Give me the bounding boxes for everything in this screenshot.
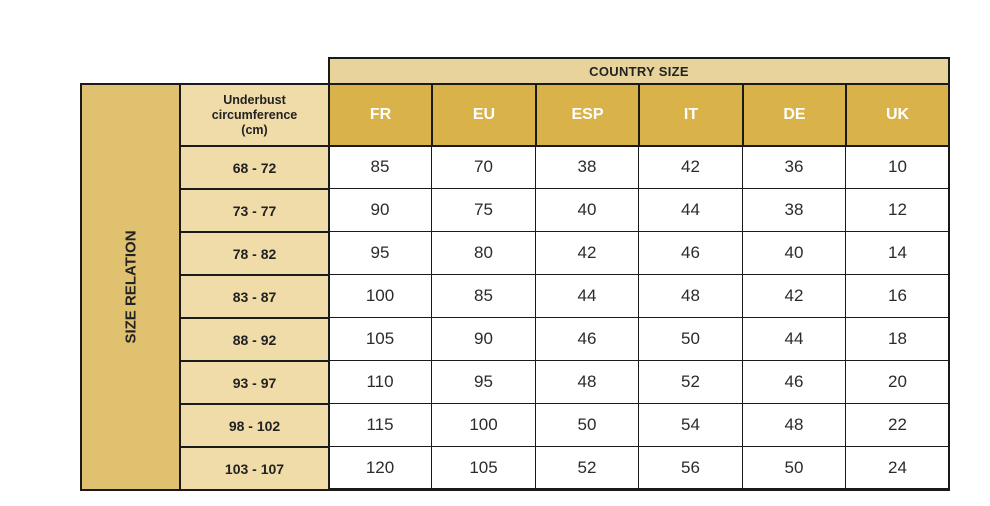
- size-cell-it: 52: [638, 360, 743, 404]
- size-cell-it: 44: [638, 188, 743, 232]
- size-relation-label: SIZE RELATION: [122, 230, 139, 344]
- row-header-underbust: 78 - 82: [179, 231, 330, 276]
- size-cell-de: 36: [742, 145, 846, 189]
- row-header-underbust: 103 - 107: [179, 446, 330, 491]
- size-cell-esp: 48: [535, 360, 639, 404]
- size-cell-it: 50: [638, 317, 743, 361]
- size-cell-esp: 44: [535, 274, 639, 318]
- size-cell-fr: 105: [328, 317, 432, 361]
- size-cell-uk: 12: [845, 188, 950, 232]
- row-header-underbust: 83 - 87: [179, 274, 330, 319]
- column-header-fr: FR: [328, 83, 433, 147]
- row-header-underbust: 88 - 92: [179, 317, 330, 362]
- size-cell-eu: 105: [431, 446, 536, 489]
- country-size-label: COUNTRY SIZE: [589, 63, 689, 79]
- size-cell-eu: 90: [431, 317, 536, 361]
- size-cell-fr: 120: [328, 446, 432, 489]
- size-cell-de: 44: [742, 317, 846, 361]
- size-cell-uk: 16: [845, 274, 950, 318]
- size-cell-de: 38: [742, 188, 846, 232]
- size-cell-fr: 115: [328, 403, 432, 447]
- size-cell-uk: 20: [845, 360, 950, 404]
- size-cell-esp: 42: [535, 231, 639, 275]
- underbust-header: Underbust circumference (cm): [179, 83, 330, 147]
- row-header-underbust: 73 - 77: [179, 188, 330, 233]
- size-cell-eu: 75: [431, 188, 536, 232]
- size-cell-uk: 10: [845, 145, 950, 189]
- size-cell-it: 48: [638, 274, 743, 318]
- size-cell-esp: 46: [535, 317, 639, 361]
- size-cell-it: 42: [638, 145, 743, 189]
- size-cell-fr: 90: [328, 188, 432, 232]
- size-cell-it: 54: [638, 403, 743, 447]
- column-header-eu: EU: [431, 83, 537, 147]
- size-cell-de: 42: [742, 274, 846, 318]
- size-cell-eu: 100: [431, 403, 536, 447]
- size-cell-it: 56: [638, 446, 743, 489]
- column-header-uk: UK: [845, 83, 950, 147]
- size-cell-esp: 38: [535, 145, 639, 189]
- underbust-header-line: (cm): [241, 122, 268, 137]
- country-size-header: COUNTRY SIZE: [328, 57, 950, 85]
- column-header-it: IT: [638, 83, 744, 147]
- size-cell-de: 40: [742, 231, 846, 275]
- size-cell-fr: 95: [328, 231, 432, 275]
- size-cell-it: 46: [638, 231, 743, 275]
- size-relation-band: SIZE RELATION: [80, 83, 181, 491]
- underbust-header-line: Underbust: [223, 92, 286, 107]
- size-cell-esp: 50: [535, 403, 639, 447]
- size-cell-de: 46: [742, 360, 846, 404]
- size-cell-eu: 70: [431, 145, 536, 189]
- size-cell-fr: 100: [328, 274, 432, 318]
- size-cell-de: 50: [742, 446, 846, 489]
- row-header-underbust: 93 - 97: [179, 360, 330, 405]
- row-header-underbust: 98 - 102: [179, 403, 330, 448]
- row-header-underbust: 68 - 72: [179, 145, 330, 190]
- size-cell-esp: 40: [535, 188, 639, 232]
- size-cell-de: 48: [742, 403, 846, 447]
- size-cell-eu: 95: [431, 360, 536, 404]
- size-cell-uk: 18: [845, 317, 950, 361]
- column-header-esp: ESP: [535, 83, 640, 147]
- size-cell-uk: 14: [845, 231, 950, 275]
- size-cell-uk: 24: [845, 446, 950, 489]
- underbust-header-line: circumference: [211, 107, 298, 122]
- size-cell-fr: 110: [328, 360, 432, 404]
- size-cell-uk: 22: [845, 403, 950, 447]
- size-cell-fr: 85: [328, 145, 432, 189]
- size-cell-esp: 52: [535, 446, 639, 489]
- column-header-de: DE: [742, 83, 847, 147]
- size-cell-eu: 85: [431, 274, 536, 318]
- size-cell-eu: 80: [431, 231, 536, 275]
